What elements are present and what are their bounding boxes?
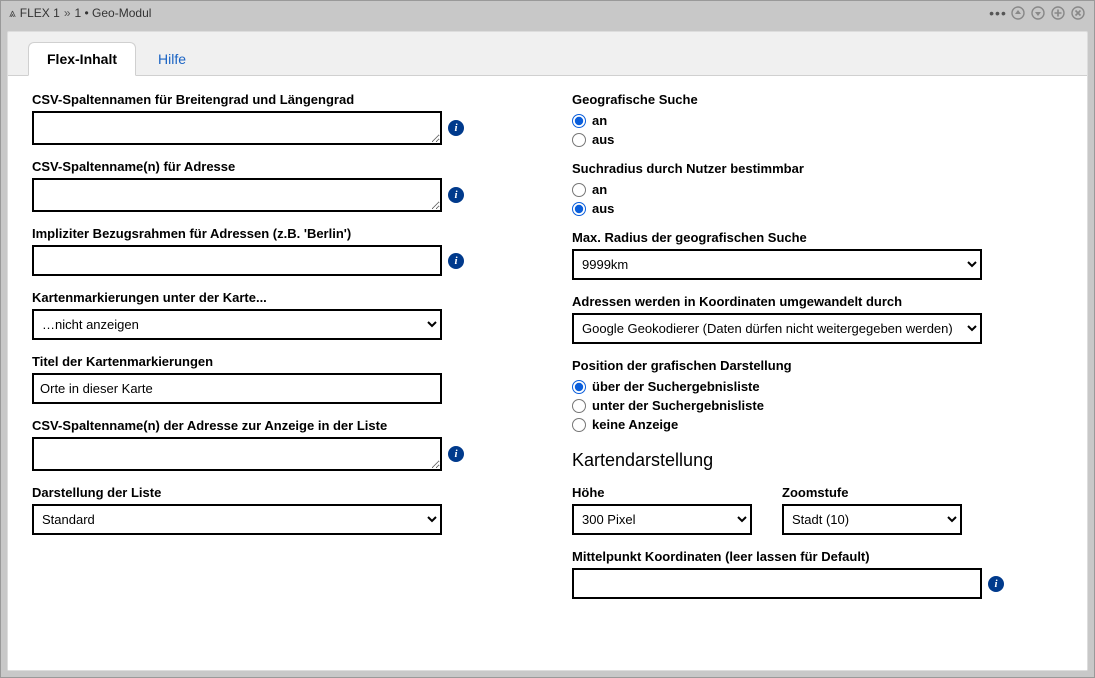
radio-on-label: an xyxy=(592,113,607,128)
radio-off-label: aus xyxy=(592,201,614,216)
geocoder-label: Adressen werden in Koordinaten umgewande… xyxy=(572,294,1032,309)
arrow-up-icon[interactable] xyxy=(1010,5,1026,21)
title-markers-input[interactable] xyxy=(32,373,442,404)
add-icon[interactable] xyxy=(1050,5,1066,21)
position-label: Position der grafischen Darstellung xyxy=(572,358,1032,373)
zoom-select[interactable]: Stadt (10) xyxy=(782,504,962,535)
geo-search-off-radio[interactable] xyxy=(572,133,586,147)
info-icon[interactable]: i xyxy=(448,120,464,136)
titlebar: ⩓ FLEX 1 » 1 • Geo-Modul ••• xyxy=(1,1,1094,25)
user-radius-off-radio[interactable] xyxy=(572,202,586,216)
geocoder-select[interactable]: Google Geokodierer (Daten dürfen nicht w… xyxy=(572,313,982,344)
info-icon[interactable]: i xyxy=(988,576,1004,592)
user-radius-on-radio[interactable] xyxy=(572,183,586,197)
geo-search-on-radio[interactable] xyxy=(572,114,586,128)
collapse-icon[interactable]: ⩓ xyxy=(9,6,16,21)
pos-above-label: über der Suchergebnisliste xyxy=(592,379,760,394)
right-column: Geografische Suche an aus Suchradius dur… xyxy=(572,92,1032,654)
module-panel: ⩓ FLEX 1 » 1 • Geo-Modul ••• Flex-Inhalt… xyxy=(0,0,1095,678)
user-radius-label: Suchradius durch Nutzer bestimmbar xyxy=(572,161,1032,176)
map-section-title: Kartendarstellung xyxy=(572,450,1032,471)
implicit-ref-input[interactable] xyxy=(32,245,442,276)
form-content: CSV-Spaltennamen für Breitengrad und Län… xyxy=(8,76,1087,670)
pos-below-radio[interactable] xyxy=(572,399,586,413)
max-radius-label: Max. Radius der geografischen Suche xyxy=(572,230,1032,245)
markers-label: Kartenmarkierungen unter der Karte... xyxy=(32,290,492,305)
implicit-ref-label: Impliziter Bezugsrahmen für Adressen (z.… xyxy=(32,226,492,241)
tab-strip: Flex-Inhalt Hilfe xyxy=(8,32,1087,76)
radio-on-label: an xyxy=(592,182,607,197)
csv-addr-label: CSV-Spaltenname(n) für Adresse xyxy=(32,159,492,174)
tab-hilfe[interactable]: Hilfe xyxy=(140,43,204,75)
radio-off-label: aus xyxy=(592,132,614,147)
center-label: Mittelpunkt Koordinaten (leer lassen für… xyxy=(572,549,1032,564)
max-radius-select[interactable]: 9999km xyxy=(572,249,982,280)
center-input[interactable] xyxy=(572,568,982,599)
breadcrumb-sep: » xyxy=(64,6,71,20)
pos-above-radio[interactable] xyxy=(572,380,586,394)
more-icon[interactable]: ••• xyxy=(990,5,1006,21)
height-select[interactable]: 300 Pixel xyxy=(572,504,752,535)
csv-latlon-label: CSV-Spaltennamen für Breitengrad und Län… xyxy=(32,92,492,107)
tab-flex-inhalt[interactable]: Flex-Inhalt xyxy=(28,42,136,76)
pos-none-radio[interactable] xyxy=(572,418,586,432)
breadcrumb-1: FLEX 1 xyxy=(20,6,60,20)
markers-select[interactable]: …nicht anzeigen xyxy=(32,309,442,340)
pos-none-label: keine Anzeige xyxy=(592,417,678,432)
zoom-label: Zoomstufe xyxy=(782,485,962,500)
breadcrumb-2: 1 • Geo-Modul xyxy=(75,6,152,20)
left-column: CSV-Spaltennamen für Breitengrad und Län… xyxy=(32,92,492,654)
info-icon[interactable]: i xyxy=(448,446,464,462)
title-markers-label: Titel der Kartenmarkierungen xyxy=(32,354,492,369)
info-icon[interactable]: i xyxy=(448,253,464,269)
csv-disp-label: CSV-Spaltenname(n) der Adresse zur Anzei… xyxy=(32,418,492,433)
arrow-down-icon[interactable] xyxy=(1030,5,1046,21)
panel-body: Flex-Inhalt Hilfe CSV-Spaltennamen für B… xyxy=(7,31,1088,671)
pos-below-label: unter der Suchergebnisliste xyxy=(592,398,764,413)
info-icon[interactable]: i xyxy=(448,187,464,203)
csv-disp-input[interactable] xyxy=(32,437,442,471)
list-style-select[interactable]: Standard xyxy=(32,504,442,535)
csv-latlon-input[interactable] xyxy=(32,111,442,145)
geo-search-label: Geografische Suche xyxy=(572,92,1032,107)
list-style-label: Darstellung der Liste xyxy=(32,485,492,500)
height-label: Höhe xyxy=(572,485,752,500)
csv-addr-input[interactable] xyxy=(32,178,442,212)
close-icon[interactable] xyxy=(1070,5,1086,21)
